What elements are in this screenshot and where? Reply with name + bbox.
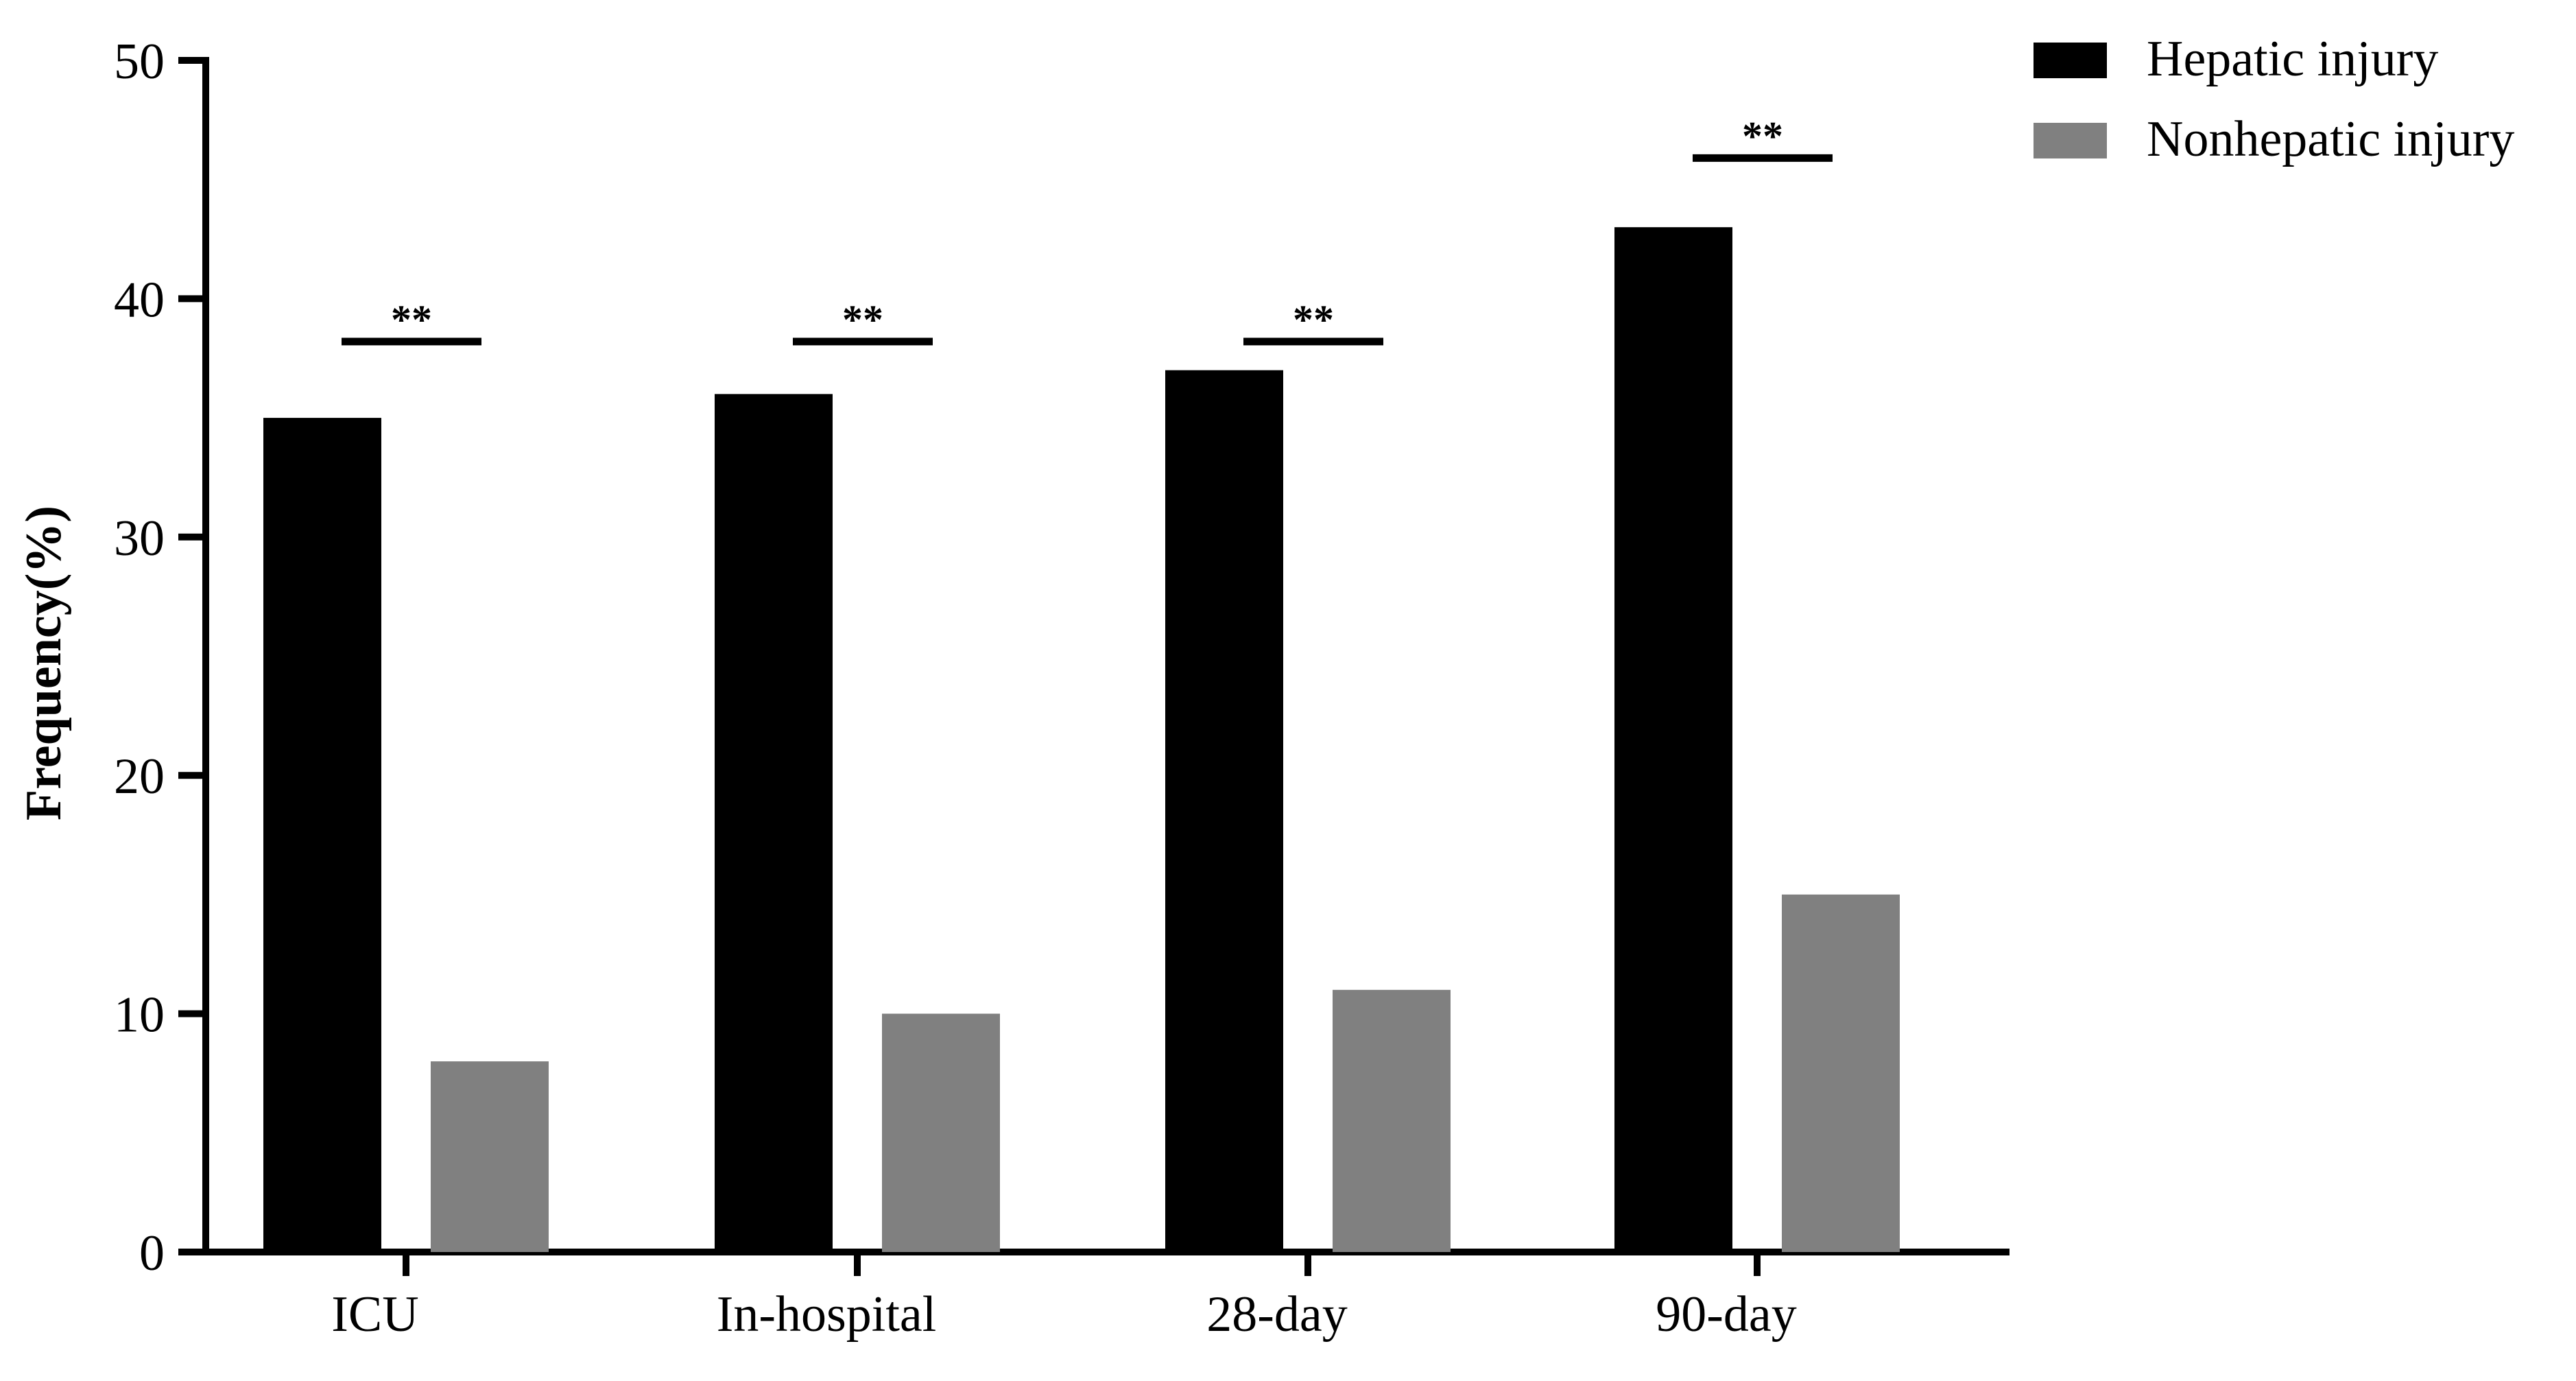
y-ticks: 0 10 20 30 40 50: [114, 34, 206, 1282]
x-tick-label: 90-day: [1656, 1286, 1797, 1343]
significance-label: **: [1742, 113, 1783, 158]
x-ticks: ICU In-hospital 28-day 90-day: [331, 1252, 1797, 1343]
bar-nonhepatic-3: [1782, 894, 1900, 1252]
x-tick-label: 28-day: [1206, 1286, 1348, 1343]
y-tick-label: 20: [114, 748, 165, 805]
legend: Hepatic injury Nonhepatic injury: [2034, 31, 2514, 167]
bar-hepatic-1: [715, 394, 833, 1252]
x-tick-label: In-hospital: [717, 1286, 937, 1343]
bars: [263, 227, 1900, 1253]
significance-annotations: ** ** ** **: [342, 113, 1833, 346]
bar-hepatic-3: [1614, 227, 1732, 1253]
significance-label: **: [842, 297, 883, 342]
y-tick-label: 40: [114, 272, 165, 328]
significance-label: **: [1293, 297, 1334, 342]
bar-nonhepatic-2: [1333, 989, 1451, 1252]
y-tick-label: 50: [114, 34, 165, 90]
legend-swatch: [2034, 43, 2107, 78]
legend-label: Hepatic injury: [2147, 31, 2438, 87]
x-tick-label: ICU: [331, 1286, 418, 1343]
y-tick-label: 0: [139, 1225, 165, 1282]
bar-nonhepatic-0: [431, 1061, 549, 1252]
legend-swatch: [2034, 123, 2107, 158]
bar-nonhepatic-1: [882, 1013, 1000, 1252]
y-tick-label: 30: [114, 510, 165, 567]
y-axis-title: Frequency(%): [16, 506, 72, 821]
significance-label: **: [391, 297, 432, 342]
y-tick-label: 10: [114, 987, 165, 1043]
bar-hepatic-0: [263, 418, 381, 1252]
legend-label: Nonhepatic injury: [2147, 111, 2514, 167]
bar-hepatic-2: [1165, 370, 1283, 1252]
